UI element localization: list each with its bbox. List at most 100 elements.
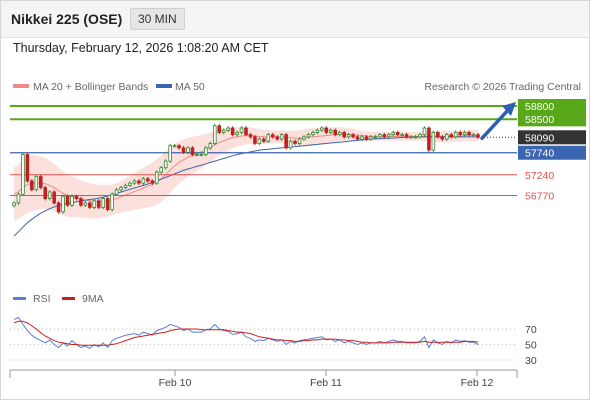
candle-body — [462, 132, 467, 136]
candle-body — [400, 134, 404, 137]
candle-body — [146, 178, 150, 182]
candle-body — [163, 160, 168, 169]
candle-body — [418, 134, 422, 138]
candle-body — [320, 127, 324, 131]
timestamp: Thursday, February 12, 2026 1:08:20 AM C… — [13, 41, 269, 55]
candle-body — [186, 147, 190, 153]
x-axis-ticks: Feb 10 Feb 11 Feb 12 — [159, 370, 494, 389]
rsi-legend-label: RSI — [33, 293, 51, 305]
candle-body — [444, 134, 449, 140]
candle-body — [47, 191, 52, 199]
candle-body — [150, 180, 155, 184]
candle-body — [409, 136, 413, 139]
rsi-tick-label: 70 — [525, 324, 537, 336]
rsi-ma-legend-swatch — [62, 297, 75, 300]
candle-body — [65, 195, 70, 206]
ma50-legend-label: MA 50 — [175, 81, 205, 93]
candle-body — [230, 127, 235, 136]
candle-body — [458, 132, 462, 136]
candle-body — [154, 171, 159, 184]
x-tick-label: Feb 11 — [310, 377, 342, 389]
source-credit: Research © 2026 Trading Central — [424, 81, 581, 93]
interval-button[interactable]: 30 MIN — [130, 8, 185, 30]
candle-body — [333, 129, 338, 136]
candle-body — [208, 143, 213, 149]
candle-body — [311, 132, 315, 136]
arrow-head — [502, 102, 516, 116]
candle-body — [92, 200, 97, 208]
candle-body — [342, 132, 346, 138]
candle-body — [79, 198, 83, 206]
candle-body — [212, 125, 217, 144]
candle-body — [132, 180, 137, 184]
candle-body — [221, 129, 226, 133]
candle-body — [270, 134, 275, 138]
candle-body — [395, 132, 400, 136]
rsi-ma-line — [13, 320, 479, 346]
support-label: 57240 — [525, 170, 554, 182]
candle-body — [453, 132, 458, 138]
candle-body — [61, 195, 65, 213]
candle-body — [279, 134, 284, 140]
candle-body — [195, 154, 199, 156]
candle-body — [351, 134, 355, 138]
resistance-tag — [518, 112, 586, 127]
candle-body — [83, 202, 88, 206]
forecast-arrow — [480, 102, 516, 141]
candle-body — [253, 136, 257, 144]
candle-body — [404, 134, 409, 138]
candle-body — [248, 134, 253, 138]
candle-body — [391, 132, 396, 136]
candle-body — [204, 147, 208, 155]
candle-body — [288, 140, 293, 149]
candle-body — [302, 136, 306, 140]
candle-body — [123, 184, 128, 188]
candle-body — [25, 154, 30, 182]
candle-body — [364, 136, 369, 140]
last-price-tag — [518, 130, 586, 145]
rsi-line — [13, 316, 479, 350]
candle-body — [70, 195, 74, 206]
candle-body — [382, 134, 387, 138]
candle-body — [440, 136, 445, 140]
candle-body — [110, 193, 114, 211]
candle-body — [56, 202, 61, 213]
candle-body — [436, 132, 440, 138]
candle-body — [101, 198, 106, 208]
candle-body — [413, 136, 418, 139]
candle-body — [257, 138, 262, 144]
candle-body — [369, 136, 373, 140]
candle-body — [105, 198, 110, 211]
candle-body — [119, 187, 123, 191]
candle-body — [431, 132, 436, 151]
level-lines — [10, 105, 517, 196]
candle-body — [114, 189, 119, 195]
candle-body — [239, 127, 244, 133]
candle-body — [74, 195, 79, 199]
x-tick-label: Feb 12 — [461, 377, 494, 389]
candle-body — [96, 200, 101, 208]
candle-body — [293, 140, 297, 144]
candle-body — [88, 202, 92, 208]
candle-body — [422, 127, 427, 136]
candle-body — [306, 134, 311, 138]
candle-body — [168, 145, 172, 162]
ma50-legend-swatch — [156, 84, 172, 88]
last-price-label: 58090 — [525, 132, 554, 144]
candle-body — [471, 134, 476, 137]
header-bar: Nikkei 225 (OSE) 30 MIN — [1, 1, 589, 38]
resistance-label: 58500 — [525, 114, 554, 126]
ma20-legend-swatch — [13, 84, 29, 88]
candle-body — [360, 136, 364, 140]
candle-body — [355, 136, 360, 140]
bollinger-band-area — [14, 126, 478, 221]
candle-body — [30, 180, 34, 191]
pivot-tag — [518, 145, 586, 160]
candle-body — [386, 134, 391, 138]
pivot-label: 57740 — [525, 148, 554, 160]
candle-body — [275, 136, 280, 140]
candle-body — [52, 191, 56, 204]
resistance-label: 58800 — [525, 101, 554, 113]
candle-body — [266, 134, 271, 142]
